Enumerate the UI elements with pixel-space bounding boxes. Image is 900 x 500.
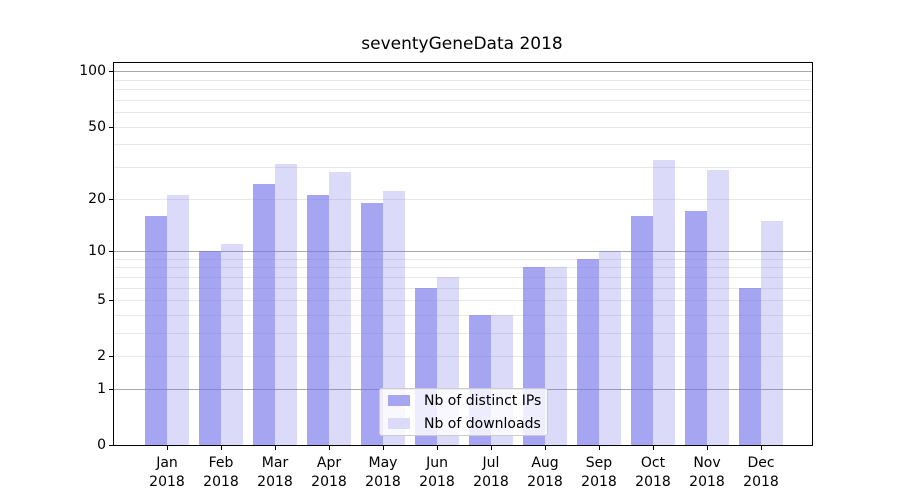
bar-dec-nb-of-downloads xyxy=(761,220,783,445)
y-axis-tick-mark-10 xyxy=(109,250,113,252)
y-axis-tick-mark-0 xyxy=(109,445,113,446)
y-axis-tick-mark-100 xyxy=(109,71,113,73)
gridline-minor-3 xyxy=(114,332,812,334)
y-axis-tick-mark-20 xyxy=(109,198,113,200)
x-axis-tick-mark-aug xyxy=(545,446,546,450)
gridline-minor-40 xyxy=(114,144,812,146)
plot-area: 100 50 20 10 5 2 1 0 Jan 2018 Feb 2018 Mar 2018 Ap… xyxy=(79,62,813,490)
gridline-minor-20 xyxy=(114,198,812,200)
chart-title: seventyGeneData 2018 xyxy=(361,34,563,54)
y-axis-tick-label-50: 50 xyxy=(88,118,106,135)
y-axis-tick-label-20: 20 xyxy=(88,190,106,207)
x-axis-tick-mark-may xyxy=(383,446,384,450)
gridline-minor-80 xyxy=(114,89,812,91)
bar-aug-nb-of-downloads xyxy=(545,267,567,445)
x-axis-tick-mark-jan xyxy=(167,446,168,450)
bar-oct-nb-of-downloads xyxy=(653,159,675,445)
legend-swatch-distinct-ips xyxy=(388,395,410,406)
gridline-major-10 xyxy=(114,250,812,252)
gridline-minor-9 xyxy=(114,258,812,260)
x-axis-tick-mark-feb xyxy=(221,446,222,450)
x-axis-tick-label-feb: Feb 2018 xyxy=(203,455,239,490)
legend-item-downloads: Nb of downloads xyxy=(380,414,547,434)
gridline-minor-4 xyxy=(114,314,812,316)
bar-sep-nb-of-downloads xyxy=(599,250,621,445)
x-axis-tick-label-dec: Dec 2018 xyxy=(743,455,779,490)
x-axis-tick-label-apr: Apr 2018 xyxy=(311,455,347,490)
x-axis-tick-mark-sep xyxy=(599,446,600,450)
bar-mar-nb-of-downloads xyxy=(275,164,297,445)
bar-nov-nb-of-distinct-ips xyxy=(685,211,707,445)
gridline-minor-8 xyxy=(114,267,812,269)
bar-may-nb-of-downloads xyxy=(383,191,405,445)
y-axis-tick-label-100: 100 xyxy=(79,63,106,80)
y-axis-tick-label-2: 2 xyxy=(97,348,106,365)
bar-jan-nb-of-downloads xyxy=(167,194,189,445)
legend-label-downloads: Nb of downloads xyxy=(424,415,541,432)
x-axis-tick-mark-nov xyxy=(707,446,708,450)
y-axis-tick-label-10: 10 xyxy=(88,242,106,259)
gridline-major-100 xyxy=(114,71,812,73)
x-axis-tick-label-oct: Oct 2018 xyxy=(635,455,671,490)
y-axis-tick-label-5: 5 xyxy=(97,292,106,308)
gridline-minor-5 xyxy=(114,300,812,301)
x-axis-tick-label-nov: Nov 2018 xyxy=(689,455,725,490)
bar-feb-nb-of-distinct-ips xyxy=(199,250,221,445)
y-axis-tick-label-1: 1 xyxy=(97,380,106,397)
bar-may-nb-of-distinct-ips xyxy=(361,202,383,445)
x-axis-tick-mark-apr xyxy=(329,446,330,450)
gridline-minor-7 xyxy=(114,276,812,278)
gridline-minor-2 xyxy=(114,356,812,358)
y-axis-tick-mark-2 xyxy=(109,356,113,358)
x-axis-tick-label-mar: Mar 2018 xyxy=(257,455,293,490)
bar-feb-nb-of-downloads xyxy=(221,243,243,445)
bar-apr-nb-of-distinct-ips xyxy=(307,194,329,445)
bar-jan-nb-of-distinct-ips xyxy=(145,215,167,445)
x-axis-tick-label-jan: Jan 2018 xyxy=(149,455,185,490)
y-axis-tick-label-0: 0 xyxy=(97,437,106,453)
gridline-minor-60 xyxy=(114,112,812,114)
legend: Nb of distinct IPs Nb of downloads xyxy=(379,388,548,436)
bar-nov-nb-of-downloads xyxy=(707,169,729,445)
legend-label-distinct-ips: Nb of distinct IPs xyxy=(424,392,542,409)
y-axis-tick-mark-5 xyxy=(109,300,113,301)
x-axis-tick-mark-jun xyxy=(437,446,438,450)
gridline-minor-50 xyxy=(114,126,812,128)
x-axis-tick-mark-jul xyxy=(491,446,492,450)
gridline-minor-90 xyxy=(114,79,812,81)
gridline-minor-70 xyxy=(114,99,812,101)
x-axis-tick-mark-dec xyxy=(761,446,762,450)
x-axis-tick-label-jun: Jun 2018 xyxy=(419,455,455,490)
bar-oct-nb-of-distinct-ips xyxy=(631,215,653,445)
gridline-minor-6 xyxy=(114,287,812,289)
bar-dec-nb-of-distinct-ips xyxy=(739,287,761,445)
x-axis-tick-label-jul: Jul 2018 xyxy=(473,455,509,490)
y-axis-tick-mark-50 xyxy=(109,126,113,128)
x-axis-tick-mark-oct xyxy=(653,446,654,450)
legend-swatch-downloads xyxy=(388,418,410,429)
bar-sep-nb-of-distinct-ips xyxy=(577,258,599,445)
x-axis-tick-label-sep: Sep 2018 xyxy=(581,455,617,490)
gridline-minor-30 xyxy=(114,167,812,168)
bar-apr-nb-of-downloads xyxy=(329,172,351,445)
x-axis-tick-mark-mar xyxy=(275,446,276,450)
y-axis-tick-mark-1 xyxy=(109,388,113,390)
x-axis-tick-label-aug: Aug 2018 xyxy=(527,455,563,490)
bar-mar-nb-of-distinct-ips xyxy=(253,184,275,445)
x-axis-tick-label-may: May 2018 xyxy=(365,455,401,490)
legend-item-distinct-ips: Nb of distinct IPs xyxy=(380,391,547,411)
